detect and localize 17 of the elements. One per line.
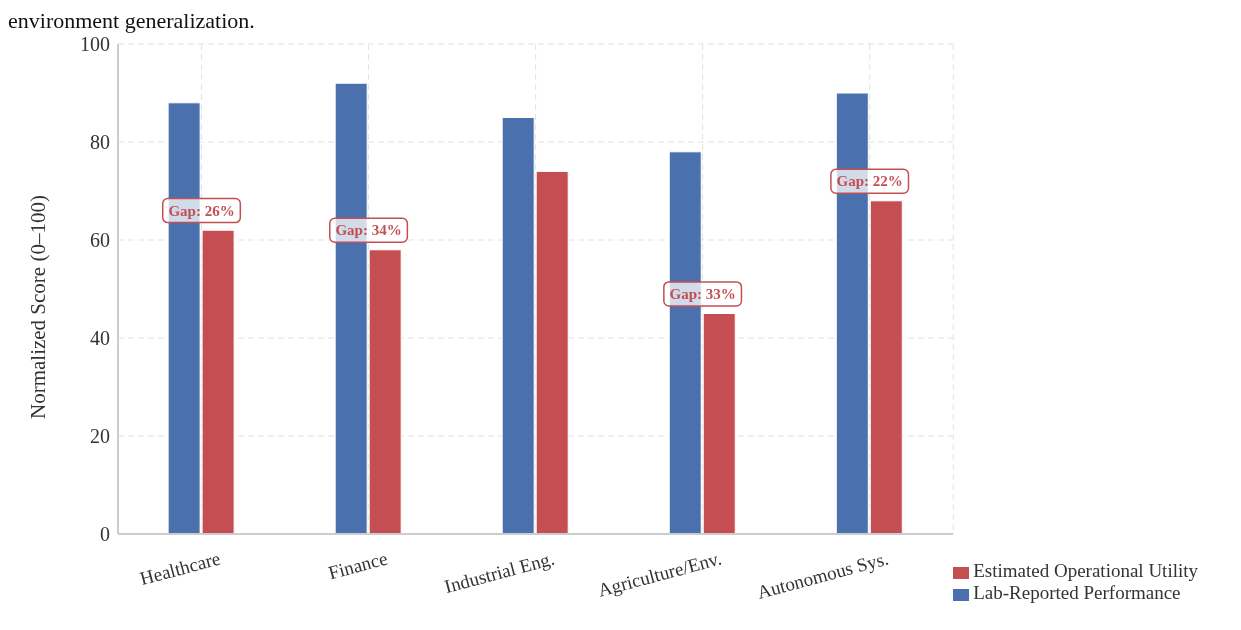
y-tick-label: 20 [90,425,110,448]
y-axis-title: Normalized Score (0–100) [26,195,51,419]
annotation: Gap: 33% [669,285,736,302]
x-tick-label: Industrial Eng. [442,547,557,598]
annotation: Gap: 26% [168,202,235,219]
legend-label: Lab-Reported Performance [973,582,1181,603]
y-tick-label: 80 [90,131,110,154]
y-tick-label: 100 [80,33,110,56]
text: environment generalization. [8,8,256,34]
y-tick-label: 0 [100,523,110,546]
x-tick-label: Finance [326,547,390,584]
annotation: Gap: 34% [335,222,402,239]
y-tick-label: 60 [90,229,110,252]
annotation: Gap: 22% [836,173,903,190]
legend-label: Estimated Operational Utility [973,560,1198,581]
y-tick-label: 40 [90,327,110,350]
x-tick-label: Healthcare [137,547,223,590]
